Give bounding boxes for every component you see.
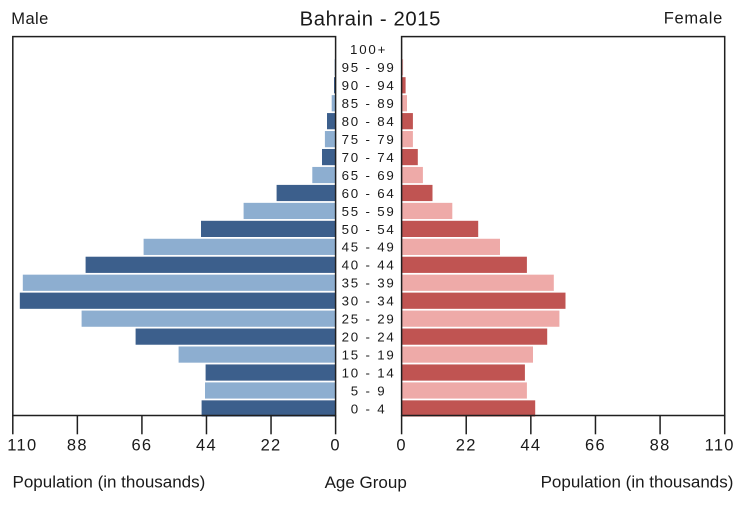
svg-text:45 - 49: 45 - 49	[342, 240, 396, 255]
svg-text:60 - 64: 60 - 64	[342, 186, 396, 201]
svg-text:44: 44	[196, 437, 217, 455]
svg-text:0 - 4: 0 - 4	[351, 401, 387, 416]
svg-text:75 - 79: 75 - 79	[342, 132, 396, 147]
svg-text:85 - 89: 85 - 89	[342, 96, 396, 111]
svg-text:Age Group: Age Group	[325, 473, 407, 492]
svg-text:Male: Male	[11, 10, 48, 28]
svg-text:70 - 74: 70 - 74	[342, 150, 396, 165]
svg-text:10 - 14: 10 - 14	[342, 365, 396, 380]
svg-text:20 - 24: 20 - 24	[342, 329, 396, 344]
svg-text:25 - 29: 25 - 29	[342, 312, 396, 327]
svg-text:Female: Female	[664, 10, 723, 28]
svg-text:Population (in thousands): Population (in thousands)	[541, 472, 734, 491]
svg-text:22: 22	[261, 437, 282, 455]
svg-text:110: 110	[705, 437, 735, 455]
svg-text:15 - 19: 15 - 19	[342, 347, 396, 362]
svg-text:Population (in thousands): Population (in thousands)	[13, 473, 206, 492]
svg-text:110: 110	[7, 437, 37, 455]
svg-text:44: 44	[520, 437, 541, 455]
svg-text:22: 22	[456, 437, 477, 455]
svg-text:30 - 34: 30 - 34	[342, 294, 396, 309]
svg-text:95 - 99: 95 - 99	[342, 60, 396, 75]
svg-text:66: 66	[131, 437, 152, 455]
svg-text:Bahrain - 2015: Bahrain - 2015	[300, 9, 441, 31]
svg-text:80 - 84: 80 - 84	[342, 114, 396, 129]
svg-text:100+: 100+	[350, 42, 387, 57]
svg-text:5 - 9: 5 - 9	[351, 383, 387, 398]
svg-text:0: 0	[330, 437, 340, 455]
svg-text:55 - 59: 55 - 59	[342, 204, 396, 219]
svg-text:65 - 69: 65 - 69	[342, 168, 396, 183]
svg-text:88: 88	[650, 437, 671, 455]
svg-text:50 - 54: 50 - 54	[342, 222, 396, 237]
svg-text:0: 0	[396, 437, 406, 455]
svg-text:88: 88	[67, 437, 88, 455]
svg-text:35 - 39: 35 - 39	[342, 276, 396, 291]
svg-text:90 - 94: 90 - 94	[342, 78, 396, 93]
svg-text:66: 66	[585, 437, 606, 455]
svg-text:40 - 44: 40 - 44	[342, 258, 396, 273]
